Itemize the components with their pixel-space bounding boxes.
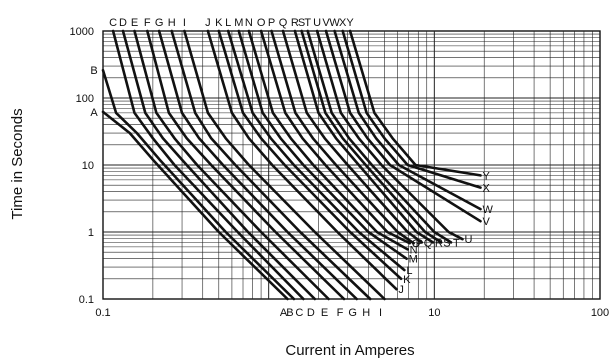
x-tick-label: 0.1 [95, 307, 110, 319]
curve-d [121, 29, 317, 301]
curve-end-label-c: C [295, 307, 303, 319]
curve-end-label-n: N [410, 244, 418, 256]
curve-o [259, 29, 412, 245]
curve-label-m: M [234, 17, 243, 29]
y-tick-label: 100 [76, 93, 94, 105]
curve-b [101, 68, 296, 301]
curve-end-label-v: V [483, 216, 491, 228]
curve-r [293, 29, 435, 244]
curve-label-g: G [155, 17, 164, 29]
y-tick-label: 1000 [70, 26, 94, 38]
curve-end-label-b: B [286, 307, 293, 319]
y-axis-label: Time in Seconds [9, 108, 26, 219]
curve-label-u: U [313, 17, 321, 29]
curve-end-label-t: T [453, 237, 460, 249]
curve-label-j: J [205, 17, 211, 29]
curve-end-label-a: A [280, 307, 288, 319]
curve-end-label-e: E [321, 307, 328, 319]
curve-label-b: B [90, 65, 97, 77]
grid [102, 30, 601, 300]
curve-end-label-k: K [403, 274, 411, 286]
curve-label-n: N [245, 17, 253, 29]
curve-label-r: R [291, 17, 299, 29]
curve-end-label-q: Q [424, 237, 433, 249]
curve-label-l: L [225, 17, 231, 29]
curve-label-o: O [257, 17, 266, 29]
x-axis-label: Current in Amperes [285, 342, 414, 359]
curve-y [348, 29, 482, 177]
curve-label-i: I [183, 17, 186, 29]
curve-end-label-o: O [412, 238, 421, 250]
curve-k [217, 29, 403, 281]
curve-p [270, 29, 415, 245]
curve-q [281, 29, 424, 244]
curve-label-e: E [131, 17, 138, 29]
curve-a [101, 110, 289, 301]
curve-u [315, 29, 464, 241]
curve-label-t: T [304, 17, 311, 29]
curve-x [341, 29, 482, 189]
curve-labels: AABBCCDDEEFFGGHHIIJJKKLLMMNNOOPPQQRRSSTT… [90, 17, 493, 319]
curve-label-k: K [215, 17, 223, 29]
curve-i [183, 29, 386, 301]
curves [101, 29, 482, 301]
curve-n [247, 29, 409, 251]
curve-label-y: Y [346, 17, 354, 29]
curve-end-label-i: I [379, 307, 382, 319]
curve-l [226, 29, 406, 272]
curve-f [146, 29, 346, 301]
curve-end-label-l: L [406, 265, 412, 277]
x-tick-label: 100 [591, 307, 609, 319]
y-tick-label: 10 [82, 160, 94, 172]
curve-end-label-d: D [307, 307, 315, 319]
curve-end-label-y: Y [483, 170, 491, 182]
curve-g [157, 29, 359, 301]
curve-end-label-w: W [483, 204, 494, 216]
curve-j [206, 29, 398, 291]
curve-label-f: F [144, 17, 151, 29]
curve-label-x: X [339, 17, 347, 29]
tick-labels: 0.1 10 100 0.1 1 10 100 1000 [70, 26, 610, 319]
curve-c [111, 29, 305, 301]
curve-end-label-f: F [337, 307, 344, 319]
curve-end-label-p: P [416, 238, 423, 250]
curve-w [333, 29, 482, 211]
curve-end-label-g: G [348, 307, 357, 319]
curve-end-label-s: S [443, 237, 450, 249]
y-tick-label: 0.1 [79, 294, 94, 306]
curve-label-a: A [90, 107, 98, 119]
curve-label-p: P [268, 17, 275, 29]
curve-end-label-x: X [483, 183, 491, 195]
curve-end-label-m: M [409, 254, 418, 266]
curve-m [237, 29, 408, 261]
curve-label-w: W [329, 17, 340, 29]
curve-s [300, 29, 443, 244]
curve-v [324, 29, 482, 223]
curve-label-q: Q [279, 17, 288, 29]
curve-label-s: S [298, 17, 305, 29]
curve-end-label-j: J [398, 284, 404, 296]
y-tick-label: 1 [88, 227, 94, 239]
curve-e [133, 29, 330, 301]
curve-h [170, 29, 372, 301]
curve-end-label-h: H [362, 307, 370, 319]
curve-end-label-r: R [435, 237, 443, 249]
curve-label-h: H [168, 17, 176, 29]
curve-t [306, 29, 453, 244]
curve-label-d: D [119, 17, 127, 29]
x-tick-label: 10 [428, 307, 440, 319]
curve-label-v: V [322, 17, 330, 29]
curve-label-c: C [109, 17, 117, 29]
curve-end-label-u: U [465, 234, 473, 246]
